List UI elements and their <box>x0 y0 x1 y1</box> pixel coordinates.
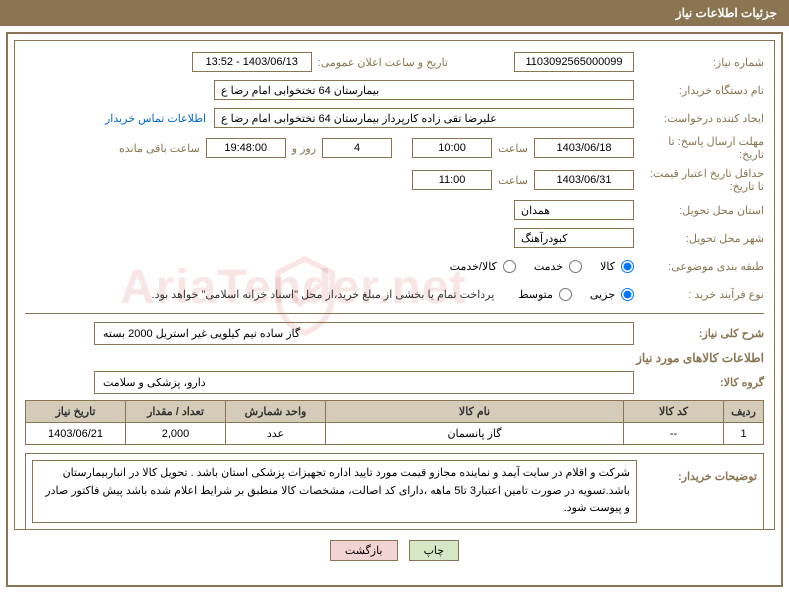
dialog-title: جزئیات اطلاعات نیاز <box>0 0 789 26</box>
province-value: همدان <box>514 200 634 220</box>
deadline-date: 1403/06/18 <box>534 138 634 158</box>
table-cell: 2,000 <box>126 423 226 445</box>
goods-group-value: دارو، پزشکی و سلامت <box>94 371 634 394</box>
province-label: استان محل تحویل: <box>634 204 764 217</box>
th-code: کد کالا <box>624 401 724 423</box>
announce-value: 1403/06/13 - 13:52 <box>192 52 312 72</box>
outer-frame: شماره نیاز: 1103092565000099 تاریخ و ساع… <box>6 32 783 587</box>
th-unit: واحد شمارش <box>226 401 326 423</box>
table-cell: عدد <box>226 423 326 445</box>
remaining-time: 19:48:00 <box>206 138 286 158</box>
radio-both-label: کالا/خدمت <box>450 260 497 273</box>
th-row: ردیف <box>724 401 764 423</box>
requester-label: ایجاد کننده درخواست: <box>634 112 764 125</box>
category-radios: کالا خدمت کالا/خدمت <box>436 260 634 273</box>
th-name: نام کالا <box>326 401 624 423</box>
divider-1 <box>25 313 764 314</box>
need-no-label: شماره نیاز: <box>634 56 764 69</box>
requester-value: علیرضا تقی زاده کارپرداز بیمارستان 64 تخ… <box>214 108 634 128</box>
buyer-note-label: توضیحات خریدار: <box>637 460 757 483</box>
deadline-time: 10:00 <box>412 138 492 158</box>
radio-medium-label: متوسط <box>518 288 553 301</box>
th-date: تاریخ نیاز <box>26 401 126 423</box>
validity-label: حداقل تاریخ اعتبار قیمت: تا تاریخ: <box>634 167 764 193</box>
buyer-org-value: بیمارستان 64 تختخوابی امام رضا ع <box>214 80 634 100</box>
radio-medium[interactable] <box>559 288 572 301</box>
goods-table: ردیف کد کالا نام کالا واحد شمارش تعداد /… <box>25 400 764 445</box>
time-label-2: ساعت <box>492 174 534 187</box>
city-value: کبودرآهنگ <box>514 228 634 248</box>
th-qty: تعداد / مقدار <box>126 401 226 423</box>
validity-time: 11:00 <box>412 170 492 190</box>
radio-small-label: جزیی <box>590 288 615 301</box>
validity-date: 1403/06/31 <box>534 170 634 190</box>
radio-service-label: خدمت <box>534 260 563 273</box>
summary-label: شرح کلی نیاز: <box>634 327 764 340</box>
radio-small[interactable] <box>621 288 634 301</box>
goods-section-title: اطلاعات کالاهای مورد نیاز <box>25 351 764 365</box>
table-cell: 1 <box>724 423 764 445</box>
announce-label: تاریخ و ساعت اعلان عمومی: <box>312 56 454 69</box>
radio-goods-label: کالا <box>600 260 615 273</box>
buyer-note-text: شرکت و اقلام در سایت آیمد و نماینده مجاز… <box>32 460 637 523</box>
radio-both[interactable] <box>503 260 516 273</box>
buyer-note-box: توضیحات خریدار: شرکت و اقلام در سایت آیم… <box>25 453 764 530</box>
need-no-value: 1103092565000099 <box>514 52 634 72</box>
category-label: طبقه بندی موضوعی: <box>634 260 764 273</box>
table-cell: -- <box>624 423 724 445</box>
buyer-org-label: نام دستگاه خریدار: <box>634 84 764 97</box>
deadline-label: مهلت ارسال پاسخ: تا تاریخ: <box>634 135 764 161</box>
content-frame: شماره نیاز: 1103092565000099 تاریخ و ساع… <box>14 40 775 530</box>
day-and-label: روز و <box>286 142 322 155</box>
time-label-1: ساعت <box>492 142 534 155</box>
city-label: شهر محل تحویل: <box>634 232 764 245</box>
process-radios: جزیی متوسط <box>504 288 634 301</box>
remaining-label: ساعت باقی مانده <box>113 142 206 155</box>
process-label: نوع فرآیند خرید : <box>634 288 764 301</box>
button-row: چاپ بازگشت <box>14 540 775 561</box>
radio-goods[interactable] <box>621 260 634 273</box>
payment-note: پرداخت تمام یا بخشی از مبلغ خرید،از محل … <box>152 288 495 301</box>
days-count: 4 <box>322 138 392 158</box>
goods-group-label: گروه کالا: <box>634 376 764 389</box>
radio-service[interactable] <box>569 260 582 273</box>
back-button[interactable]: بازگشت <box>330 540 398 561</box>
summary-text: گاز ساده نیم کیلویی غیر استریل 2000 بسته <box>94 322 634 345</box>
table-cell: گاز پانسمان <box>326 423 624 445</box>
contact-link[interactable]: اطلاعات تماس خریدار <box>105 112 206 125</box>
table-row: 1--گاز پانسمانعدد2,0001403/06/21 <box>26 423 764 445</box>
print-button[interactable]: چاپ <box>409 540 460 561</box>
table-cell: 1403/06/21 <box>26 423 126 445</box>
